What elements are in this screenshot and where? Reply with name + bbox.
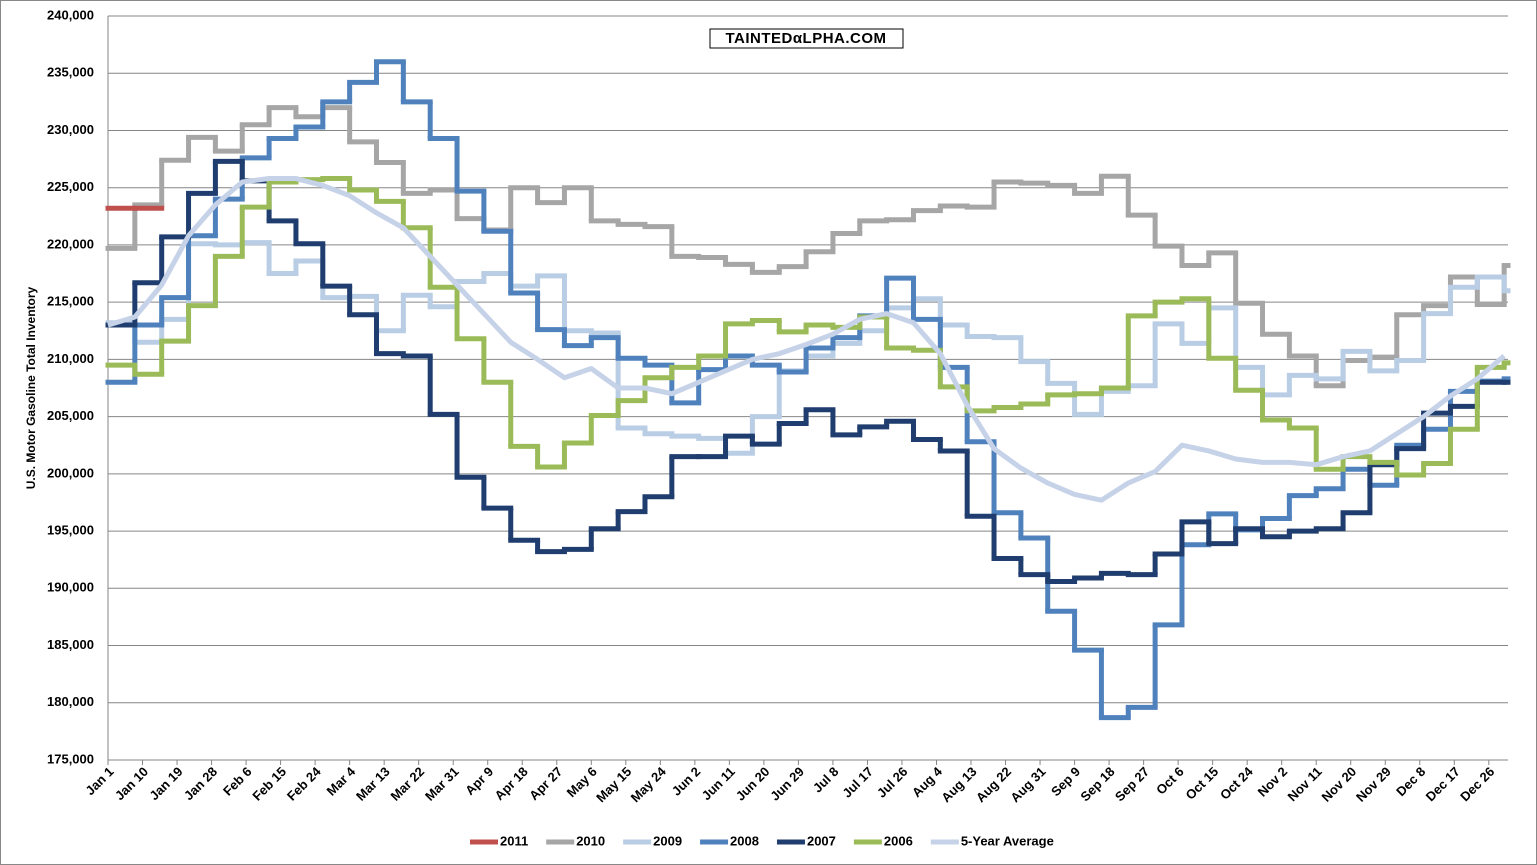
legend-label: 2008 <box>730 833 759 848</box>
y-tick-label: 175,000 <box>47 751 94 766</box>
y-tick-label: 185,000 <box>47 637 94 652</box>
y-axis-label: U.S. Motor Gasoline Total Inventory <box>24 286 38 489</box>
y-tick-label: 205,000 <box>47 408 94 423</box>
legend-label: 2010 <box>576 833 605 848</box>
y-tick-label: 210,000 <box>47 351 94 366</box>
y-tick-label: 220,000 <box>47 236 94 251</box>
y-tick-label: 180,000 <box>47 694 94 709</box>
legend-label: 2006 <box>884 833 913 848</box>
y-tick-label: 240,000 <box>47 7 94 22</box>
y-tick-label: 200,000 <box>47 465 94 480</box>
y-tick-label: 235,000 <box>47 65 94 80</box>
legend-label: 2009 <box>653 833 682 848</box>
watermark-box <box>709 28 904 49</box>
y-tick-label: 195,000 <box>47 523 94 538</box>
legend-label: 2007 <box>807 833 836 848</box>
y-tick-label: 225,000 <box>47 179 94 194</box>
y-tick-label: 230,000 <box>47 122 94 137</box>
y-tick-label: 215,000 <box>47 294 94 309</box>
legend-label: 2011 <box>500 833 528 848</box>
y-tick-label: 190,000 <box>47 580 94 595</box>
watermark: TAINTEDαLPHA.COM <box>725 30 886 47</box>
legend-label: 5-Year Average <box>961 833 1054 848</box>
series-line <box>107 176 1506 503</box>
